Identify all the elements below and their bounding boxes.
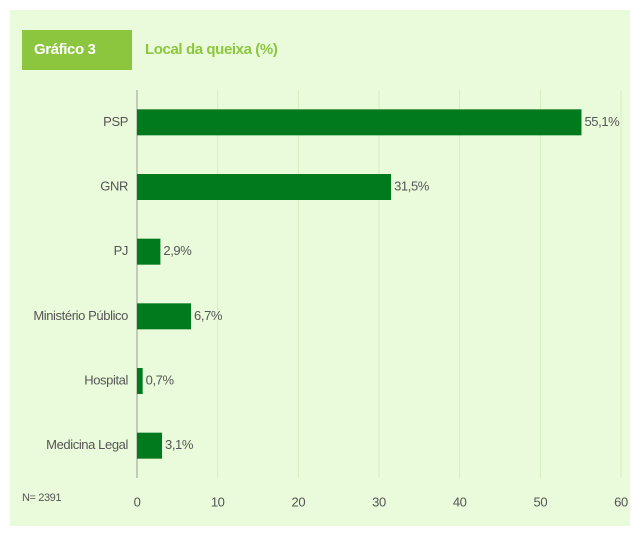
value-label: 0,7% <box>146 372 175 387</box>
bar <box>137 109 582 136</box>
note: N= 2391 <box>22 492 61 504</box>
value-label: 55,1% <box>584 114 620 129</box>
chart-title: Local da queixa (%) <box>145 41 278 58</box>
badge-box <box>22 30 132 70</box>
y-tick-label: PSP <box>103 114 128 129</box>
badge: Gráfico 3 <box>34 41 95 58</box>
bar <box>137 303 192 330</box>
chart-background <box>10 10 630 526</box>
x-tick-label: 10 <box>211 494 225 509</box>
x-tick-label: 30 <box>372 494 386 509</box>
y-tick-label: Medicina Legal <box>46 437 128 452</box>
value-label: 6,7% <box>194 308 223 323</box>
value-label: 3,1% <box>165 437 194 452</box>
x-tick-label: 40 <box>453 494 467 509</box>
y-tick-label: Ministério Público <box>33 308 128 323</box>
bar <box>137 432 163 459</box>
x-tick-label: 0 <box>134 494 141 509</box>
x-tick-label: 20 <box>291 494 305 509</box>
y-tick-label: GNR <box>100 178 128 193</box>
bar <box>137 174 392 200</box>
y-tick-label: PJ <box>114 243 128 258</box>
x-tick-label: 60 <box>614 494 628 509</box>
bar <box>137 238 161 265</box>
x-tick-label: 50 <box>533 494 547 509</box>
bar <box>137 368 143 394</box>
value-label: 31,5% <box>394 178 430 193</box>
value-label: 2,9% <box>163 243 192 258</box>
y-tick-label: Hospital <box>84 372 128 387</box>
